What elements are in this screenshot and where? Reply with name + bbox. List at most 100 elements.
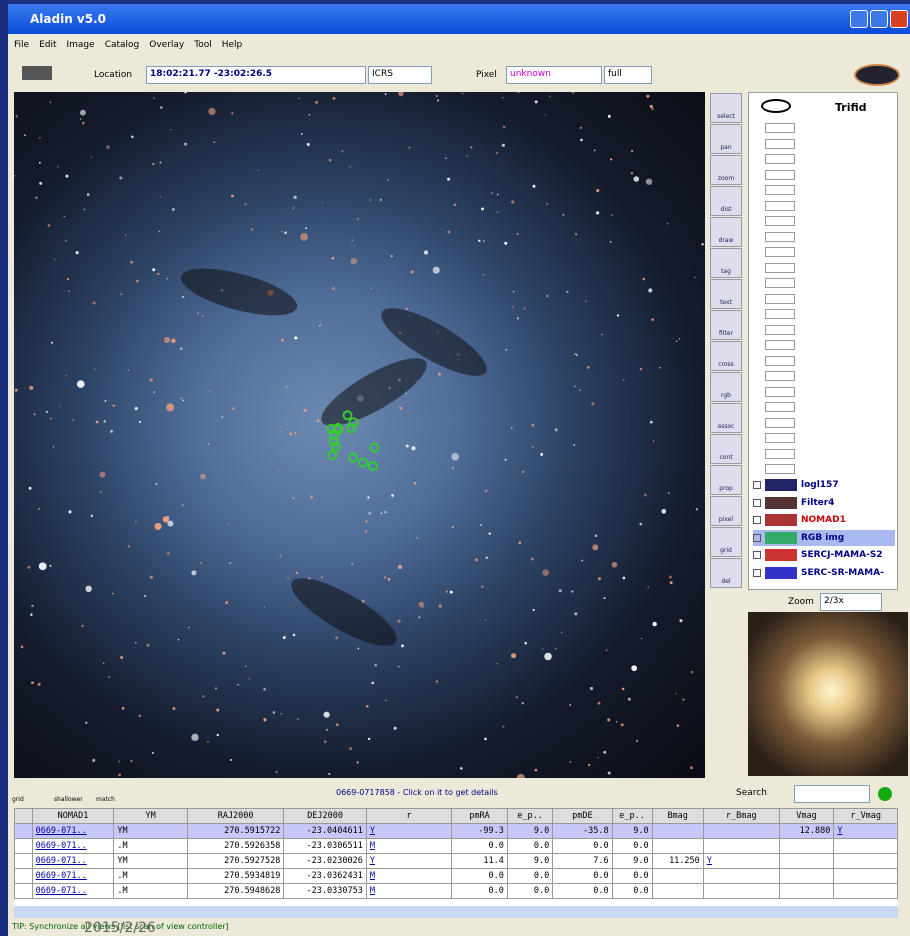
star bbox=[149, 378, 153, 382]
layer[interactable]: Filter4 bbox=[753, 495, 834, 511]
tool-button[interactable]: text bbox=[710, 279, 742, 309]
cell[interactable]: 0669-071.. bbox=[31, 838, 115, 854]
tool-button[interactable]: del bbox=[710, 558, 742, 588]
open-save-icons[interactable] bbox=[22, 66, 52, 80]
tool-button[interactable]: rgb bbox=[710, 372, 742, 402]
empty-plane bbox=[765, 185, 795, 195]
column-header[interactable]: RAJ2000 bbox=[186, 808, 285, 824]
star bbox=[351, 562, 353, 565]
scrollbar[interactable] bbox=[14, 906, 898, 918]
star bbox=[294, 336, 298, 340]
tool-button[interactable]: cont bbox=[710, 434, 742, 464]
search-field[interactable] bbox=[794, 785, 870, 803]
menu-item[interactable]: Image bbox=[66, 40, 95, 50]
data-row[interactable]: 0669-071.. YM 270.5927528 -23.0230026 Y 11.4 9… bbox=[14, 853, 898, 869]
catalog-source[interactable] bbox=[369, 442, 380, 453]
layer-name: SERC-SR-MAMA- bbox=[801, 567, 884, 578]
column-header[interactable]: e_p.. bbox=[611, 808, 653, 824]
catalog-source[interactable] bbox=[326, 423, 337, 434]
location-field[interactable]: 18:02:21.77 -23:02:26.5 bbox=[146, 66, 366, 84]
menu-item[interactable]: Edit bbox=[39, 40, 57, 50]
star bbox=[418, 616, 421, 619]
pixel-mode[interactable]: full bbox=[604, 66, 652, 84]
catalog-source[interactable] bbox=[328, 429, 339, 440]
tool-button[interactable]: pixel bbox=[710, 496, 742, 526]
data-row[interactable]: 0669-071.. YM 270.5915722 -23.0404611 Y -99.3… bbox=[14, 823, 898, 839]
menu-item[interactable]: File bbox=[14, 40, 30, 50]
star bbox=[108, 676, 111, 678]
layer[interactable]: SERC-SR-MAMA- bbox=[753, 565, 884, 581]
tool-button[interactable]: draw bbox=[710, 217, 742, 247]
catalog-source[interactable] bbox=[327, 450, 338, 461]
column-header[interactable]: pmRA bbox=[451, 808, 508, 824]
star bbox=[610, 214, 613, 216]
star bbox=[569, 704, 572, 707]
cell[interactable]: 0669-071.. bbox=[31, 853, 115, 869]
column-header[interactable]: YM bbox=[113, 808, 188, 824]
column-header[interactable]: DEJ2000 bbox=[283, 808, 367, 824]
menu-item[interactable]: Catalog bbox=[104, 40, 140, 50]
star bbox=[511, 427, 513, 429]
star bbox=[184, 142, 188, 146]
go-button[interactable] bbox=[878, 787, 892, 801]
data-row[interactable]: 0669-071.. .M 270.5926358 -23.0306511 M 0.0 0.… bbox=[14, 838, 898, 854]
close[interactable] bbox=[890, 10, 908, 28]
layer[interactable]: NOMAD1 bbox=[753, 512, 846, 528]
catalog-source[interactable] bbox=[346, 423, 357, 434]
star bbox=[607, 718, 611, 722]
layer[interactable]: SERCJ-MAMA-S2 bbox=[753, 547, 883, 563]
catalog-source[interactable] bbox=[358, 457, 369, 468]
star bbox=[435, 680, 439, 683]
tool-button[interactable]: pan bbox=[710, 124, 742, 154]
catalog-source[interactable] bbox=[367, 460, 378, 471]
column-header[interactable]: NOMAD1 bbox=[31, 808, 115, 824]
view-control[interactable]: shallower bbox=[54, 796, 83, 803]
layer[interactable]: RGB img bbox=[753, 529, 895, 546]
catalog-source[interactable] bbox=[342, 410, 353, 421]
column-header[interactable]: Vmag bbox=[778, 808, 835, 824]
tool-button[interactable]: zoom bbox=[710, 155, 742, 185]
column-header[interactable]: r_Vmag bbox=[833, 808, 898, 824]
cell: 0.0 bbox=[506, 883, 554, 899]
column-header[interactable]: r_Bmag bbox=[702, 808, 780, 824]
cell[interactable]: 0669-071.. bbox=[31, 823, 115, 839]
menu-item[interactable]: Help bbox=[221, 40, 243, 50]
menu-item[interactable]: Overlay bbox=[149, 40, 185, 50]
column-header[interactable]: Bmag bbox=[651, 808, 704, 824]
tool-button[interactable]: dist bbox=[710, 186, 742, 216]
cell[interactable]: 0669-071.. bbox=[31, 868, 115, 884]
layer[interactable]: logl157 bbox=[753, 477, 839, 493]
frame-select[interactable]: ICRS bbox=[368, 66, 432, 84]
layer-name: logl157 bbox=[801, 480, 839, 490]
tool-button[interactable]: select bbox=[710, 93, 742, 123]
catalog-source[interactable] bbox=[348, 417, 359, 428]
catalog-source[interactable] bbox=[347, 452, 358, 463]
empty-plane bbox=[765, 123, 795, 133]
tool-button[interactable]: prop bbox=[710, 465, 742, 495]
column-header[interactable]: e_p.. bbox=[506, 808, 554, 824]
minimize[interactable] bbox=[850, 10, 868, 28]
data-row[interactable]: 0669-071.. .M 270.5934819 -23.0362431 M 0.0 0.… bbox=[14, 868, 898, 884]
star bbox=[65, 239, 67, 242]
star bbox=[207, 740, 209, 743]
column-header[interactable]: pmDE bbox=[552, 808, 613, 824]
star bbox=[208, 107, 216, 116]
sky-view[interactable] bbox=[14, 92, 705, 778]
star bbox=[574, 352, 577, 356]
cell[interactable]: 0669-071.. bbox=[31, 883, 115, 899]
catalog-source[interactable] bbox=[330, 441, 341, 452]
data-row[interactable]: 0669-071.. .M 270.5948628 -23.0330753 M 0.0 0.… bbox=[14, 883, 898, 899]
column-header[interactable]: r bbox=[365, 808, 453, 824]
maximize[interactable] bbox=[870, 10, 888, 28]
menu-item[interactable]: Tool bbox=[194, 40, 212, 50]
tool-button[interactable]: cross bbox=[710, 341, 742, 371]
view-control[interactable]: grid bbox=[12, 796, 24, 803]
row-check bbox=[14, 868, 33, 884]
zoom-select[interactable]: 2/3x bbox=[820, 593, 882, 611]
view-control[interactable]: match bbox=[96, 796, 115, 803]
star bbox=[54, 258, 56, 261]
tool-button[interactable]: filter bbox=[710, 310, 742, 340]
tool-button[interactable]: tag bbox=[710, 248, 742, 278]
tool-button[interactable]: grid bbox=[710, 527, 742, 557]
tool-button[interactable]: assoc bbox=[710, 403, 742, 433]
